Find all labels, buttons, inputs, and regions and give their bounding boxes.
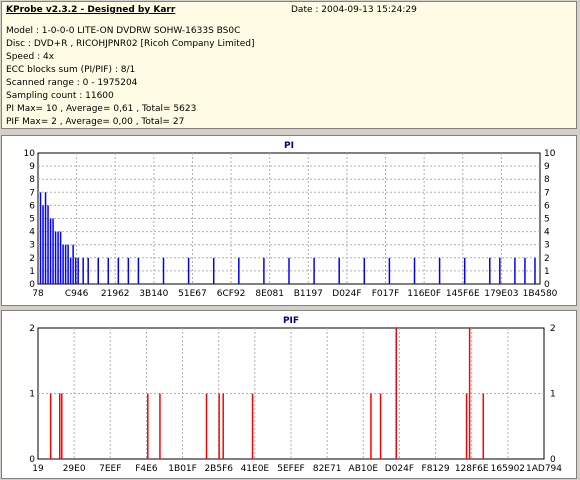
x-tick-label: 51E67 bbox=[178, 289, 207, 299]
pif-stats: PIF Max= 2 , Average= 0,00 , Total= 27 bbox=[6, 117, 185, 127]
y-tick-label-left: 0 bbox=[29, 455, 35, 465]
x-tick-label: 8E081 bbox=[255, 289, 284, 299]
x-tick-label: F4E6 bbox=[135, 464, 158, 474]
x-tick-label: B1197 bbox=[294, 289, 323, 299]
x-tick-label: 2B5F6 bbox=[204, 464, 233, 474]
x-tick-label: 6CF92 bbox=[217, 289, 246, 299]
x-tick-label: 3B140 bbox=[139, 289, 168, 299]
info-panel: KProbe v2.3.2 - Designed by Karr Date : … bbox=[1, 1, 577, 129]
x-tick-label: 5EFEF bbox=[277, 464, 304, 474]
y-tick-label-left: 8 bbox=[29, 175, 35, 185]
x-tick-label: 19 bbox=[32, 464, 44, 474]
y-tick-label-right: 10 bbox=[544, 149, 556, 159]
pif-chart: PIF 0 0 1 1 2 2 19 29E0 7EEF F4E6 1B01F 2B5F6 41E0E 5E… bbox=[29, 316, 562, 474]
chart-title: PIF bbox=[283, 316, 299, 326]
y-tick-label-right: 2 bbox=[544, 254, 550, 264]
x-tick-label: 78 bbox=[32, 289, 44, 299]
speed-info: Speed : 4x bbox=[6, 52, 55, 62]
y-tick-label-right: 8 bbox=[544, 175, 550, 185]
y-tick-label-left: 2 bbox=[29, 254, 35, 264]
y-tick-label-right: 6 bbox=[544, 201, 550, 211]
x-tick-label: 1B4580 bbox=[523, 289, 558, 299]
y-tick-label-left: 7 bbox=[29, 188, 35, 198]
y-tick-label-left: 3 bbox=[29, 241, 35, 251]
y-tick-label-left: 4 bbox=[29, 228, 35, 238]
sampling-info: Sampling count : 11600 bbox=[6, 91, 114, 101]
y-tick-label-left: 1 bbox=[29, 390, 35, 400]
y-tick-label-left: 10 bbox=[24, 149, 36, 159]
x-tick-label: 145F6E bbox=[446, 289, 480, 299]
x-tick-label: 7EEF bbox=[99, 464, 121, 474]
y-tick-label-left: 0 bbox=[29, 280, 35, 290]
x-tick-label: 1AD794 bbox=[526, 464, 562, 474]
y-tick-label-left: 6 bbox=[29, 201, 35, 211]
x-tick-label: 29E0 bbox=[63, 464, 86, 474]
y-tick-label-left: 9 bbox=[29, 162, 35, 172]
x-tick-label: F017F bbox=[372, 289, 400, 299]
x-tick-label: 116E0F bbox=[407, 289, 441, 299]
y-tick-label-right: 2 bbox=[550, 324, 556, 334]
y-tick-label-left: 1 bbox=[29, 267, 35, 277]
y-tick-label-right: 4 bbox=[544, 228, 550, 238]
y-tick-label-right: 9 bbox=[544, 162, 550, 172]
x-tick-label: 1B01F bbox=[168, 464, 197, 474]
y-tick-label-right: 1 bbox=[550, 390, 556, 400]
x-tick-label: 41E0E bbox=[241, 464, 270, 474]
y-tick-label-right: 1 bbox=[544, 267, 550, 277]
ecc-info: ECC blocks sum (PI/PIF) : 8/1 bbox=[6, 65, 136, 75]
chart-title: PI bbox=[284, 141, 294, 151]
y-tick-label-right: 3 bbox=[544, 241, 550, 251]
pi-chart-panel: PI 0 0 1 1 2 2 3 3 4 4 5 5 6 6 7 7 8 8 9 9 10 10 78 C946 21962 3B1… bbox=[1, 135, 577, 306]
drive-model: Model : 1-0-0-0 LITE-ON DVDRW SOHW-1633S… bbox=[6, 26, 241, 36]
pif-chart-panel: PIF 0 0 1 1 2 2 19 29E0 7EEF F4E6 1B01F 2B5F6 41E0E 5E… bbox=[1, 310, 577, 479]
x-tick-label: AB10E bbox=[349, 464, 379, 474]
x-tick-label: 128F6E bbox=[455, 464, 489, 474]
x-tick-label: 165902 bbox=[491, 464, 525, 474]
y-tick-label-right: 7 bbox=[544, 188, 550, 198]
pi-stats: PI Max= 10 , Average= 0,61 , Total= 5623 bbox=[6, 104, 197, 114]
x-tick-label: 82E71 bbox=[313, 464, 342, 474]
disc-info: Disc : DVD+R , RICOHJPNR02 [Ricoh Compan… bbox=[6, 39, 255, 49]
x-tick-label: F8129 bbox=[422, 464, 450, 474]
x-tick-label: D024F bbox=[332, 289, 361, 299]
y-tick-label-right: 0 bbox=[550, 455, 556, 465]
app-title: KProbe v2.3.2 - Designed by Karr bbox=[6, 5, 176, 15]
y-tick-label-right: 0 bbox=[544, 280, 550, 290]
y-tick-label-left: 2 bbox=[29, 324, 35, 334]
x-tick-label: C946 bbox=[65, 289, 89, 299]
range-info: Scanned range : 0 - 1975204 bbox=[6, 78, 138, 88]
y-tick-label-right: 5 bbox=[544, 215, 550, 225]
x-tick-label: 21962 bbox=[101, 289, 130, 299]
scan-date: Date : 2004-09-13 15:24:29 bbox=[291, 5, 417, 15]
y-tick-label-left: 5 bbox=[29, 215, 35, 225]
x-tick-label: D024F bbox=[385, 464, 414, 474]
x-tick-label: 179E03 bbox=[484, 289, 518, 299]
